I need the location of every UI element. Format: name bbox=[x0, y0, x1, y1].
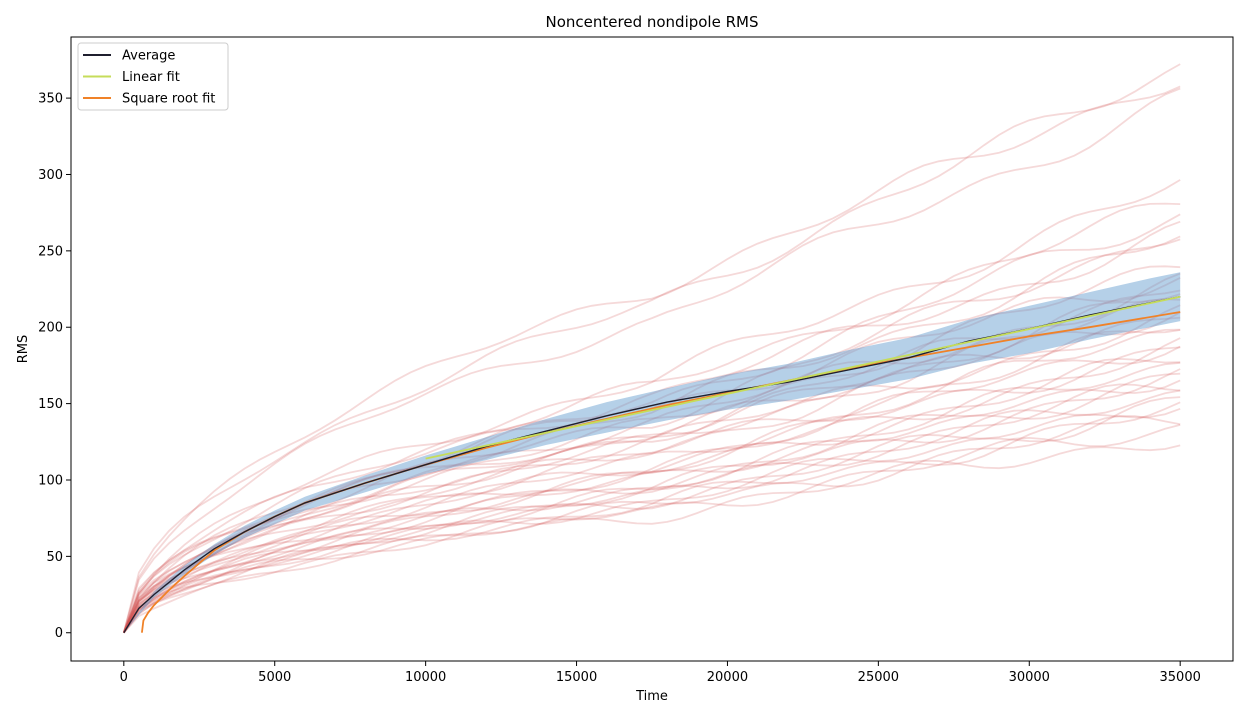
series-line-square-root-fit bbox=[141, 311, 1181, 633]
y-tick-label: 350 bbox=[38, 92, 63, 107]
y-axis-title: RMS bbox=[16, 335, 31, 364]
trajectory-line bbox=[123, 357, 1181, 634]
std-band-area bbox=[123, 272, 1181, 633]
legend-box bbox=[77, 42, 229, 111]
trajectory-line bbox=[122, 311, 1181, 634]
x-axis-title: Time bbox=[635, 689, 668, 704]
trajectory-line bbox=[122, 293, 1181, 634]
trajectory-line bbox=[122, 179, 1181, 634]
trajectory-line bbox=[122, 85, 1181, 633]
legend-label-square-root-fit: Square root fit bbox=[122, 92, 215, 107]
legend-label-average: Average bbox=[122, 49, 175, 64]
y-axis: 0 50 100 150 200 250 300 350 bbox=[38, 92, 71, 641]
trajectory-line bbox=[123, 389, 1181, 634]
trajectory-line bbox=[123, 345, 1181, 634]
x-tick-label: 35000 bbox=[1160, 670, 1201, 685]
trajectory-line bbox=[122, 63, 1181, 633]
plot-area bbox=[70, 36, 1234, 662]
x-axis: 0 5000 10000 15000 20000 25000 30000 35000 bbox=[120, 661, 1201, 685]
y-tick-label: 150 bbox=[38, 397, 63, 412]
legend: Average Linear fit Square root fit bbox=[77, 42, 229, 111]
trajectory-line bbox=[123, 379, 1181, 634]
x-tick-label: 0 bbox=[120, 670, 128, 685]
trajectory-line bbox=[123, 337, 1181, 634]
trajectory-line bbox=[122, 87, 1181, 633]
plot-frame bbox=[70, 36, 1234, 662]
trajectory-line bbox=[123, 346, 1181, 634]
chart-title: Noncentered nondipole RMS bbox=[546, 13, 759, 31]
legend-label-linear-fit: Linear fit bbox=[122, 70, 180, 85]
trajectory-line bbox=[123, 396, 1181, 634]
series-lines bbox=[123, 295, 1181, 634]
trajectory-line bbox=[122, 328, 1181, 634]
trajectory-line bbox=[122, 361, 1181, 634]
trajectory-line bbox=[122, 316, 1181, 634]
trajectory-line bbox=[122, 298, 1181, 634]
trajectory-line bbox=[123, 401, 1181, 634]
y-tick-label: 100 bbox=[38, 473, 63, 488]
x-tick-label: 10000 bbox=[405, 670, 446, 685]
trajectory-line bbox=[123, 415, 1181, 634]
trajectory-line bbox=[122, 304, 1181, 634]
trajectory-line bbox=[122, 289, 1181, 634]
trajectory-line bbox=[123, 372, 1181, 634]
x-tick-label: 15000 bbox=[556, 670, 597, 685]
trajectory-line bbox=[123, 329, 1181, 634]
x-tick-label: 20000 bbox=[707, 670, 748, 685]
trajectory-line bbox=[123, 424, 1181, 634]
trajectory-line bbox=[123, 407, 1181, 634]
y-tick-label: 50 bbox=[46, 550, 63, 565]
y-tick-label: 250 bbox=[38, 244, 63, 259]
trajectory-line bbox=[123, 368, 1181, 634]
std-band bbox=[123, 272, 1181, 633]
trajectory-line bbox=[122, 238, 1181, 634]
trajectory-line bbox=[123, 444, 1181, 634]
trajectory-line bbox=[122, 202, 1181, 633]
series-line-linear-fit bbox=[425, 295, 1181, 460]
trajectory-line bbox=[122, 265, 1181, 634]
x-tick-label: 30000 bbox=[1009, 670, 1050, 685]
x-tick-label: 5000 bbox=[258, 670, 291, 685]
y-tick-label: 300 bbox=[38, 168, 63, 183]
trajectory-line bbox=[123, 383, 1181, 634]
y-tick-label: 200 bbox=[38, 321, 63, 336]
x-tick-label: 25000 bbox=[858, 670, 899, 685]
trajectory-line bbox=[122, 220, 1181, 634]
y-tick-label: 0 bbox=[55, 626, 63, 641]
